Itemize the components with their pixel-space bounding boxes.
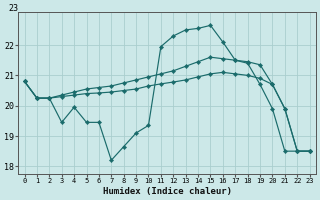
X-axis label: Humidex (Indice chaleur): Humidex (Indice chaleur): [103, 187, 232, 196]
Text: 23: 23: [8, 4, 18, 13]
